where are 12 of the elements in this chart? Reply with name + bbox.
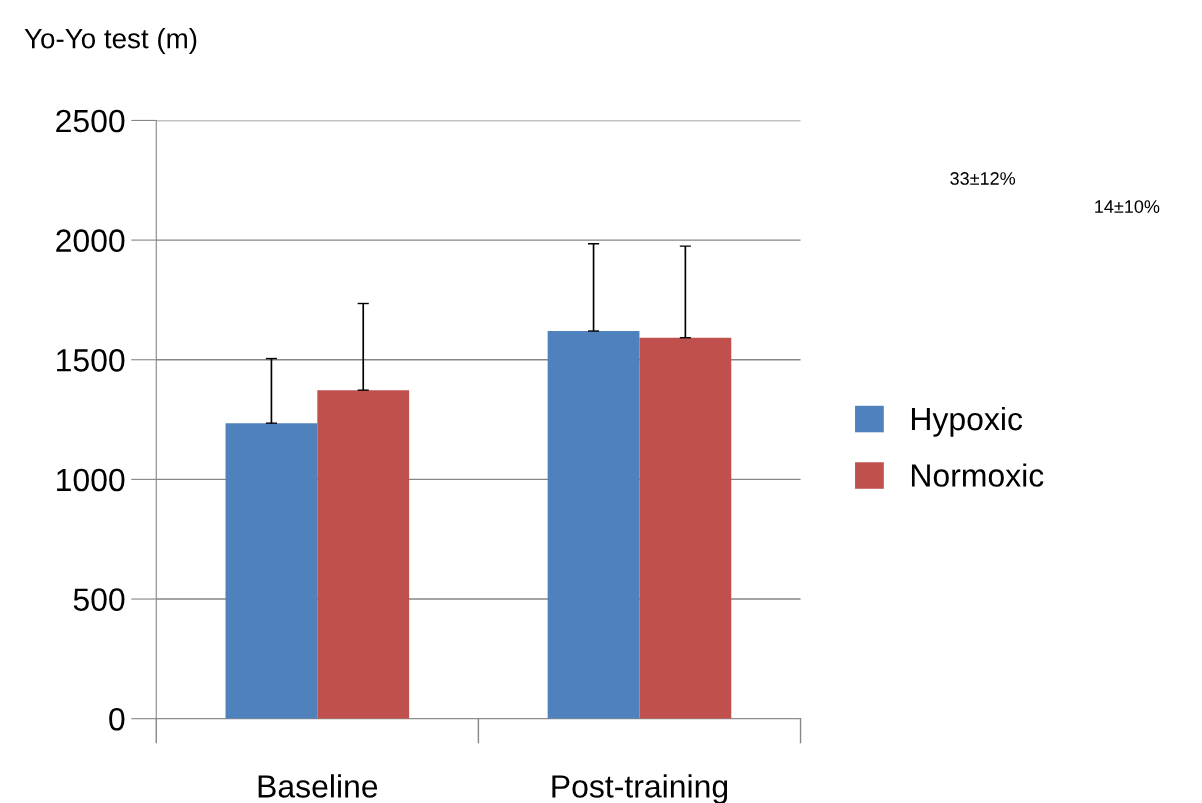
y-axis-title: Yo-Yo test (m) [24, 28, 197, 54]
legend-label: Hypoxic [911, 406, 1023, 437]
y-tick-label: 1500 [57, 349, 125, 372]
y-tick-label: 2000 [56, 229, 125, 252]
y-tick-label: 0 [109, 707, 125, 731]
y-tick-label: 1000 [57, 468, 125, 492]
x-tick-label: Baseline [258, 774, 378, 798]
legend-label: Normoxic [911, 463, 1044, 487]
text: 14±10% [1095, 200, 1160, 213]
y-tick-label: 500 [73, 588, 125, 611]
text: 33±12% [950, 172, 1016, 185]
y-tick-label: 2500 [56, 109, 125, 133]
